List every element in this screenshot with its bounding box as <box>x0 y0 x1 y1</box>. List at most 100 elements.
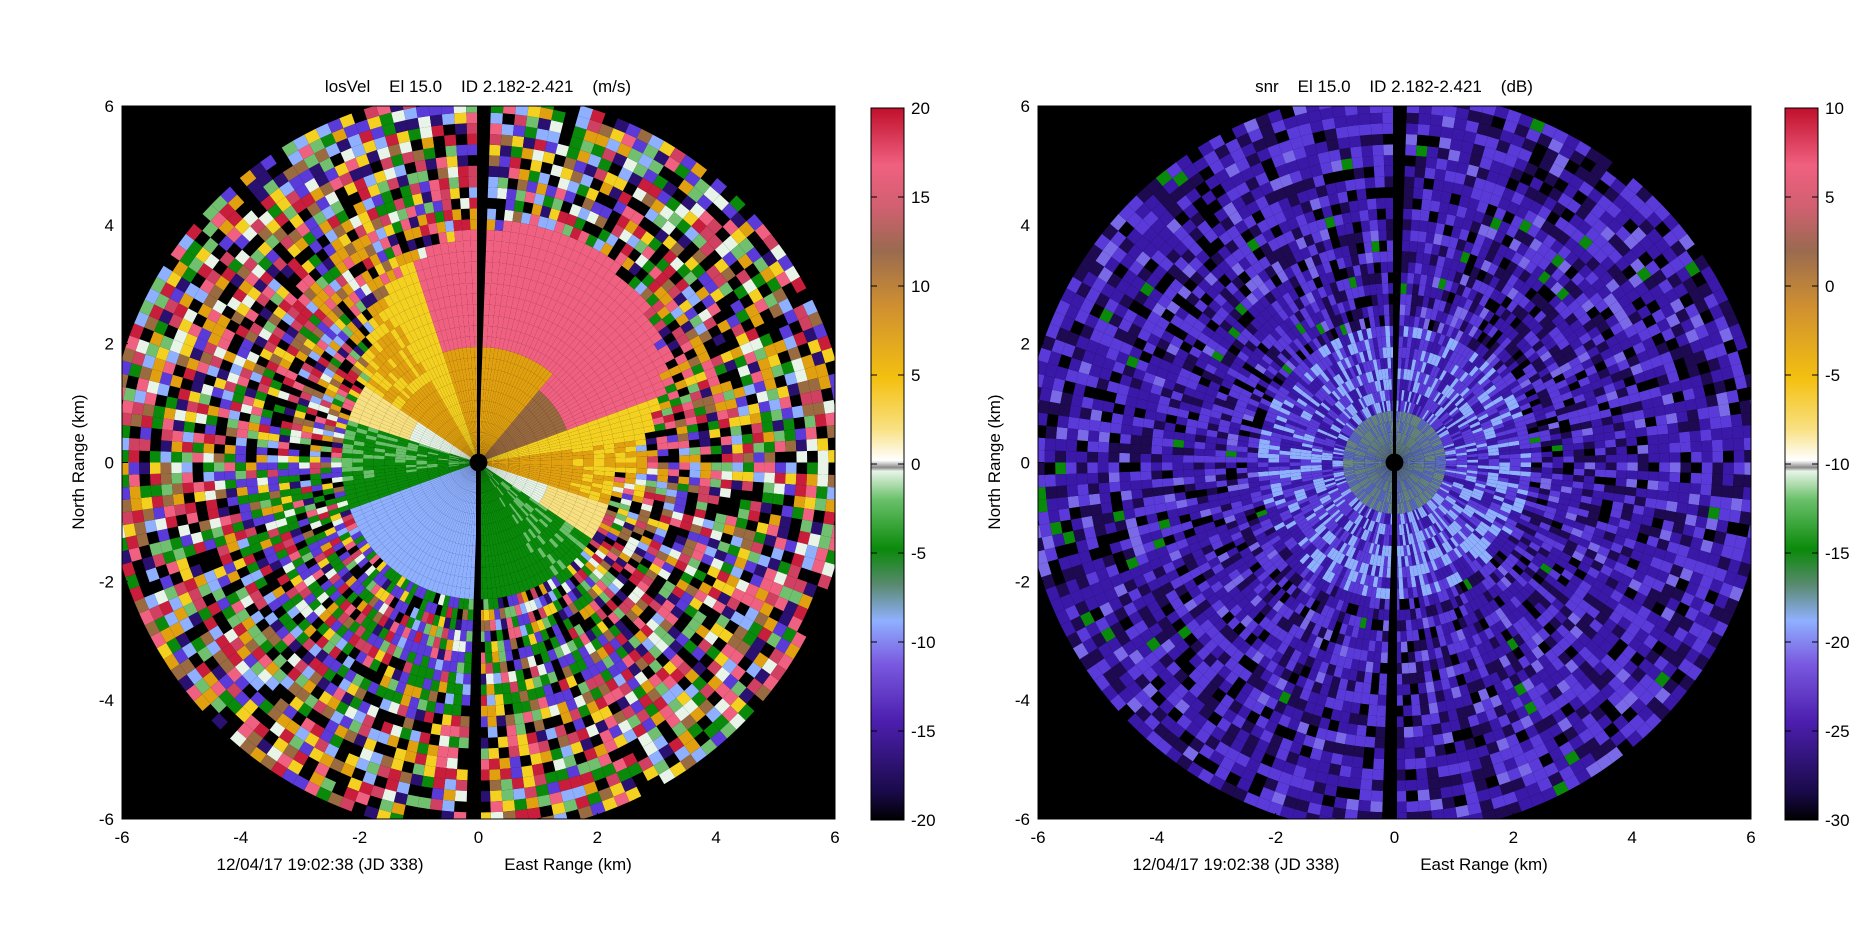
radar-cell <box>165 515 178 529</box>
radar-cell <box>463 468 472 476</box>
radar-cell <box>513 658 523 671</box>
radar-cell <box>449 452 461 457</box>
radar-cell <box>272 737 289 753</box>
radar-cell <box>337 330 350 343</box>
radar-cell <box>546 334 557 347</box>
radar-cell <box>459 489 466 500</box>
radar-cell <box>387 388 399 398</box>
radar-cell <box>393 747 407 761</box>
radar-cell <box>577 704 591 718</box>
radar-cell <box>673 292 688 307</box>
radar-cell <box>321 205 336 220</box>
radar-cell <box>594 530 607 541</box>
radar-cell <box>423 431 434 439</box>
radar-cell <box>612 541 625 552</box>
radar-cell <box>526 415 536 425</box>
radar-cell <box>297 618 312 632</box>
radar-cell <box>416 451 428 456</box>
radar-cell <box>173 303 189 319</box>
radar-cell <box>448 462 459 464</box>
radar-cell <box>445 493 454 504</box>
radar-cell <box>508 503 517 513</box>
radar-cell <box>633 427 645 435</box>
radar-cell <box>316 338 329 351</box>
radar-cell <box>599 337 612 350</box>
radar-cell <box>427 463 438 467</box>
radar-cell <box>219 251 235 267</box>
radar-cell <box>357 341 369 353</box>
radar-cell <box>486 336 492 348</box>
radar-cell <box>509 429 520 438</box>
radar-cell <box>512 788 526 800</box>
radar-cell <box>509 399 518 410</box>
radar-cell <box>726 314 741 329</box>
radar-cell <box>521 357 530 369</box>
radar-cell <box>568 310 579 323</box>
radar-cell <box>415 390 425 401</box>
radar-cell <box>457 440 466 449</box>
radar-cell <box>613 673 627 687</box>
radar-cell <box>502 220 513 232</box>
radar-cell <box>584 561 596 573</box>
radar-cell <box>545 727 558 741</box>
radar-cell <box>317 356 330 368</box>
radar-cell <box>487 512 492 524</box>
radar-cell <box>310 444 322 452</box>
radar-cell <box>329 757 345 773</box>
radar-cell <box>300 480 312 488</box>
radar-cell <box>503 493 512 504</box>
radar-cell <box>332 224 347 238</box>
radar-cell <box>481 368 486 380</box>
radar-cell <box>226 541 240 554</box>
radar-cell <box>785 440 797 452</box>
radar-cell <box>521 278 531 290</box>
radar-cell <box>426 460 438 463</box>
radar-cell <box>836 500 848 514</box>
radar-cell <box>401 428 412 436</box>
radar-cell <box>312 210 327 226</box>
radar-cell <box>598 420 610 428</box>
radar-cell <box>331 398 344 408</box>
radar-cell <box>324 328 338 341</box>
radar-cell <box>324 345 338 357</box>
radar-cell <box>553 645 565 659</box>
radar-cell <box>533 428 544 436</box>
radar-cell <box>387 406 399 416</box>
radar-cell <box>543 542 553 554</box>
radar-cell <box>582 473 594 479</box>
radar-cell <box>674 163 691 180</box>
radar-cell <box>601 655 615 669</box>
radar-cell <box>569 433 581 440</box>
radar-cell <box>486 467 496 473</box>
radar-cell <box>408 518 419 528</box>
radar-cell <box>467 469 474 479</box>
radar-cell <box>376 546 388 558</box>
radar-cell <box>548 376 559 388</box>
radar-cell <box>699 387 713 399</box>
radar-cell <box>516 443 527 449</box>
radar-cell <box>549 636 561 649</box>
radar-cell <box>496 381 502 393</box>
radar-cell <box>634 281 648 296</box>
radar-cell <box>535 729 548 743</box>
radar-cell <box>575 795 590 810</box>
radar-cell <box>455 532 461 544</box>
radar-cell <box>487 390 492 402</box>
radar-cell <box>359 542 371 554</box>
radar-cell <box>437 465 449 469</box>
radar-cell <box>548 480 560 486</box>
radar-cell <box>573 217 587 231</box>
radar-cell <box>431 522 440 534</box>
radar-cell <box>542 604 553 617</box>
radar-cell <box>625 472 637 479</box>
radar-cell <box>348 501 360 510</box>
radar-cell <box>566 180 580 194</box>
radar-cell <box>693 569 707 582</box>
radar-cell <box>478 748 489 760</box>
radar-cell <box>334 522 346 532</box>
radar-cell <box>621 256 635 271</box>
radar-cell <box>658 140 676 157</box>
radar-cell <box>552 587 563 600</box>
radar-cell <box>804 544 819 559</box>
radar-cell <box>525 335 535 348</box>
